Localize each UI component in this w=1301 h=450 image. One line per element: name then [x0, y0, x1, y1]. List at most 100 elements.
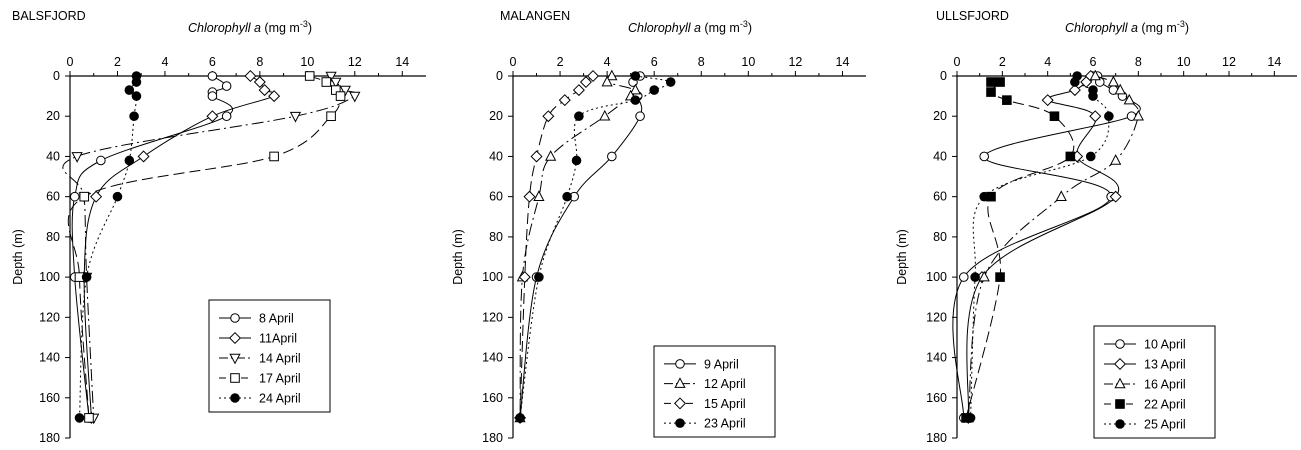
data-point [530, 150, 543, 163]
data-point [124, 155, 135, 166]
data-point [558, 94, 571, 107]
series-line [519, 75, 638, 418]
data-point [979, 151, 990, 162]
series-line [519, 75, 672, 418]
x-tick-label: 2 [999, 55, 1006, 69]
data-point [572, 84, 585, 97]
data-point [137, 150, 150, 163]
series-25-april [965, 71, 1114, 423]
data-point [986, 77, 996, 87]
y-tick-label: 60 [46, 190, 60, 204]
data-point [518, 271, 531, 284]
data-point [90, 190, 103, 203]
data-point [1114, 377, 1126, 389]
series-9-april [515, 71, 645, 423]
x-tick-label: 2 [114, 55, 121, 69]
series-line [519, 75, 643, 418]
y-tick-label: 100 [926, 270, 947, 284]
data-point [649, 85, 660, 95]
data-point [335, 91, 346, 101]
data-point [665, 77, 676, 87]
legend-box [1093, 325, 1216, 439]
series-line [519, 75, 594, 418]
x-tick-label: 4 [604, 55, 611, 69]
y-tick-label: 160 [482, 391, 503, 405]
legend-label: 8 April [259, 312, 294, 326]
data-point [1115, 399, 1125, 409]
series-16-april [962, 69, 1144, 423]
data-point [1088, 91, 1098, 101]
y-tick-label: 20 [489, 109, 503, 123]
x-tick-label: 10 [300, 55, 314, 69]
legend-label: 22 April [1144, 398, 1186, 412]
chart-panel-ullsfjord: ULLSFJORD Chlorophyll a (mg m-3) Depth (m)… [895, 9, 1297, 445]
data-point [635, 111, 645, 122]
series-line [965, 80, 1075, 419]
legend-label: 13 April [1144, 358, 1186, 372]
data-point [1107, 75, 1120, 87]
data-point [571, 155, 582, 166]
data-point [326, 111, 336, 122]
data-point [675, 359, 685, 369]
data-point [229, 353, 241, 365]
data-point [1068, 84, 1081, 97]
data-point [1002, 95, 1012, 105]
data-point [230, 393, 240, 403]
x-tick-label: 2 [557, 55, 564, 69]
y-tick-label: 160 [39, 391, 60, 405]
y-tick-label: 20 [933, 109, 947, 123]
y-tick-label: 140 [482, 351, 503, 365]
data-point [1104, 111, 1114, 122]
data-point [1132, 109, 1144, 121]
x-tick-label: 8 [1135, 55, 1142, 69]
data-point [124, 85, 135, 95]
data-point [562, 191, 572, 202]
y-tick-label: 140 [926, 351, 947, 365]
data-point [995, 272, 1005, 282]
legend-label: 17 April [259, 372, 301, 386]
x-tick-label: 6 [209, 55, 216, 69]
data-point [321, 77, 332, 87]
series-15-april [514, 69, 600, 424]
data-point [230, 373, 240, 383]
y-axis-label: Depth (m) [895, 229, 909, 285]
x-tick-label: 12 [348, 55, 362, 69]
data-point [1049, 111, 1060, 122]
data-point [244, 69, 257, 83]
data-point [978, 270, 990, 282]
data-point [1089, 69, 1101, 81]
y-tick-label: 0 [940, 69, 947, 83]
data-point [523, 190, 536, 203]
data-point [630, 71, 641, 81]
series-17-april [67, 71, 346, 423]
data-point [230, 313, 240, 323]
y-tick-label: 160 [926, 391, 947, 405]
data-point [330, 77, 342, 89]
chart-title: ULLSFJORD [936, 9, 1009, 23]
data-point [959, 272, 969, 282]
legend-label: 10 April [1144, 338, 1186, 352]
series-line [970, 75, 1110, 418]
data-point [515, 413, 525, 423]
data-point [207, 71, 218, 81]
data-point [221, 81, 232, 91]
y-axis-label: Depth (m) [451, 229, 465, 285]
series-line [62, 75, 358, 418]
legend: 8 April 11April 14 April 17 April 24 April [208, 299, 331, 413]
data-point [534, 272, 544, 282]
data-point [129, 111, 139, 122]
x-tick-label: 12 [788, 55, 802, 69]
data-point [268, 90, 281, 103]
data-point [1115, 419, 1125, 429]
data-point [221, 111, 232, 122]
x-tick-label: 0 [510, 55, 517, 69]
x-axis-label: Chlorophyll a (mg m-3) [188, 19, 312, 35]
data-point [545, 150, 557, 161]
chart-panel-balsfjord: BALSFJORD Chlorophyll a (mg m-3) Depth (m)… [11, 9, 426, 445]
data-point [131, 77, 142, 87]
y-tick-label: 120 [39, 310, 60, 324]
y-tick-label: 0 [53, 69, 60, 83]
data-point [96, 155, 106, 166]
legend-label: 24 April [259, 392, 301, 406]
y-tick-label: 80 [46, 230, 60, 244]
